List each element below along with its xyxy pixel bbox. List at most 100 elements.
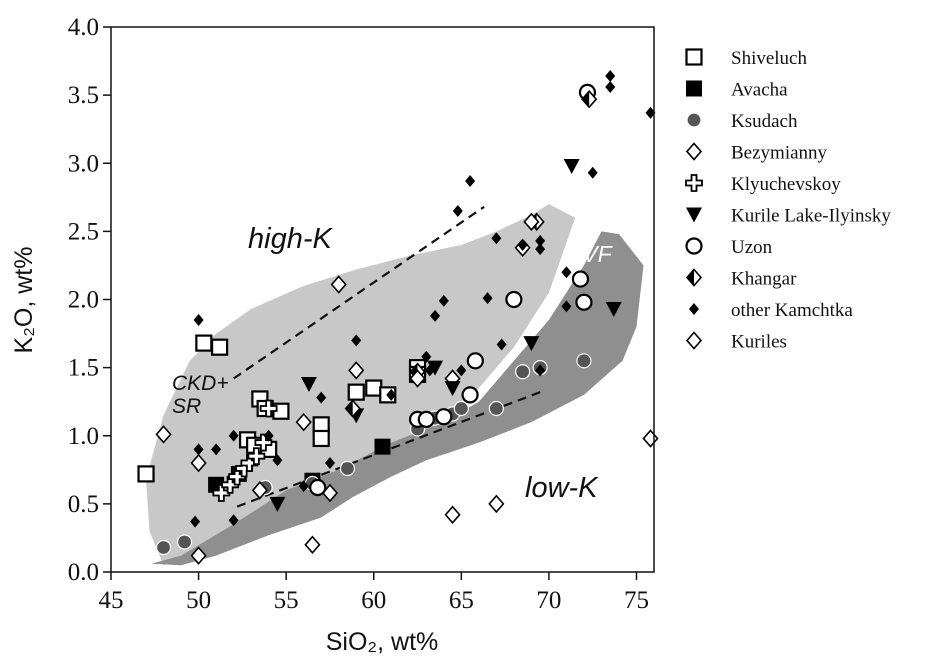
point-ksudach bbox=[488, 400, 504, 417]
legend-marker-uzon bbox=[685, 237, 703, 255]
legend: Shiveluch Avacha Ksudach Bezymianny Klyuchev… bbox=[685, 48, 891, 353]
legend-item-kuriles: Kuriles bbox=[685, 331, 787, 353]
point-other-kamchtka bbox=[298, 480, 309, 493]
point-other-kamchtka bbox=[517, 239, 528, 251]
legend-marker-bezymianny bbox=[685, 142, 703, 161]
point-kurile-lake-ilyinsky bbox=[523, 336, 540, 352]
point-other-kamchtka bbox=[193, 443, 204, 456]
point-kuriles bbox=[444, 505, 461, 524]
legend-label: Kuriles bbox=[731, 332, 787, 353]
point-ksudach bbox=[576, 353, 592, 369]
x-tick-label: 75 bbox=[624, 587, 649, 614]
point-uzon bbox=[505, 290, 523, 309]
legend-item-other-kamchtka: other Kamchtka bbox=[689, 300, 853, 321]
legend-marker-shiveluch bbox=[685, 48, 703, 66]
point-other-kamchtka bbox=[605, 80, 616, 93]
x-tick-label: 60 bbox=[361, 587, 386, 614]
x-tick-label: 50 bbox=[186, 587, 211, 614]
point-other-kamchtka bbox=[605, 70, 616, 83]
point-other-kamchtka bbox=[535, 243, 546, 256]
point-shiveluch bbox=[365, 379, 383, 397]
point-klyuchevskoy bbox=[240, 454, 259, 472]
point-kuriles bbox=[488, 494, 505, 514]
point-uzon bbox=[435, 408, 453, 426]
evf-label: EVF bbox=[567, 241, 614, 267]
point-other-kamchtka bbox=[561, 266, 572, 279]
legend-item-klyuchevskoy: Klyuchevskoy bbox=[685, 174, 841, 195]
legend-label: other Kamchtka bbox=[731, 300, 853, 321]
x-tick-label: 55 bbox=[274, 587, 299, 614]
point-other-kamchtka bbox=[351, 334, 362, 347]
legend-label: Klyuchevskoy bbox=[731, 174, 841, 195]
legend-marker-kurile-lake-ilyinsky bbox=[686, 207, 702, 223]
x-tick-label: 65 bbox=[449, 587, 474, 614]
point-kurile-lake-ilyinsky bbox=[444, 381, 461, 397]
point-ksudach bbox=[155, 539, 172, 556]
point-other-kamchtka bbox=[228, 429, 239, 442]
legend-item-avacha: Avacha bbox=[686, 80, 788, 101]
point-other-kamchtka bbox=[430, 309, 441, 322]
y-axis-title: K₂O, wt% bbox=[10, 247, 38, 354]
point-other-kamchtka bbox=[482, 292, 493, 305]
point-other-kamchtka bbox=[465, 174, 476, 187]
point-other-kamchtka bbox=[535, 364, 546, 377]
point-other-kamchtka bbox=[316, 391, 327, 404]
legend-marker-ksudach bbox=[686, 112, 702, 128]
low-k-label: low-K bbox=[525, 472, 599, 504]
point-khangar bbox=[344, 399, 361, 418]
point-other-kamchtka bbox=[438, 294, 449, 307]
point-uzon bbox=[466, 352, 484, 370]
point-other-kamchtka bbox=[491, 232, 502, 245]
point-other-kamchtka bbox=[193, 313, 204, 326]
point-other-kamchtka bbox=[228, 514, 239, 527]
point-kuriles bbox=[642, 429, 659, 448]
point-other-kamchtka bbox=[535, 234, 546, 247]
point-ksudach bbox=[176, 534, 193, 550]
legend-item-shiveluch: Shiveluch bbox=[685, 48, 807, 69]
point-ksudach bbox=[453, 400, 469, 417]
x-axis-title: SiO₂, wt% bbox=[326, 628, 439, 656]
point-other-kamchtka bbox=[263, 429, 274, 442]
legend-item-khangar: Khangar bbox=[685, 268, 797, 290]
point-khangar bbox=[581, 89, 598, 109]
x-tick-label: 45 bbox=[99, 587, 124, 614]
legend-marker-kuriles bbox=[685, 331, 703, 350]
point-bezymianny bbox=[295, 412, 312, 432]
axes-layer: 45 50 55 60 65 70 75 0.0 0.5 1.0 1.5 2.0 2.5 3.0 3.5 4.… bbox=[68, 14, 649, 614]
y-tick-label: 1.0 bbox=[68, 423, 99, 450]
point-klyuchevskoy bbox=[212, 484, 231, 502]
point-bezymianny bbox=[348, 361, 365, 380]
point-kurile-lake-ilyinsky bbox=[605, 302, 622, 318]
y-tick-label: 3.0 bbox=[68, 150, 99, 177]
y-tick-label: 2.5 bbox=[68, 218, 99, 245]
legend-item-bezymianny: Bezymianny bbox=[685, 142, 828, 164]
point-other-kamchtka bbox=[190, 515, 201, 528]
point-other-kamchtka bbox=[272, 454, 283, 467]
point-other-kamchtka bbox=[211, 443, 222, 456]
point-klyuchevskoy bbox=[228, 467, 247, 486]
legend-label: Avacha bbox=[731, 80, 788, 101]
point-other-kamchtka bbox=[424, 364, 435, 377]
legend-label: Bezymianny bbox=[731, 143, 828, 164]
point-other-kamchtka bbox=[561, 300, 572, 313]
y-tick-label: 2.0 bbox=[68, 287, 99, 314]
point-kurile-lake-ilyinsky bbox=[427, 360, 444, 376]
legend-marker-other-kamchtka bbox=[689, 303, 699, 315]
point-other-kamchtka bbox=[587, 166, 598, 179]
legend-marker-klyuchevskoy bbox=[685, 174, 703, 192]
point-uzon bbox=[461, 386, 479, 404]
point-shiveluch bbox=[211, 338, 229, 356]
legend-item-uzon: Uzon bbox=[685, 237, 773, 258]
legend-marker-avacha bbox=[686, 80, 702, 97]
point-shiveluch bbox=[312, 429, 330, 448]
point-other-kamchtka bbox=[645, 106, 656, 119]
point-uzon bbox=[417, 410, 435, 428]
legend-marker-khangar bbox=[685, 268, 703, 287]
point-other-kamchtka bbox=[456, 364, 467, 377]
point-klyuchevskoy bbox=[254, 433, 273, 452]
y-tick-label: 1.5 bbox=[68, 355, 99, 382]
point-ksudach bbox=[515, 364, 531, 380]
trend-line-2 bbox=[236, 391, 541, 508]
point-kuriles bbox=[251, 481, 268, 500]
